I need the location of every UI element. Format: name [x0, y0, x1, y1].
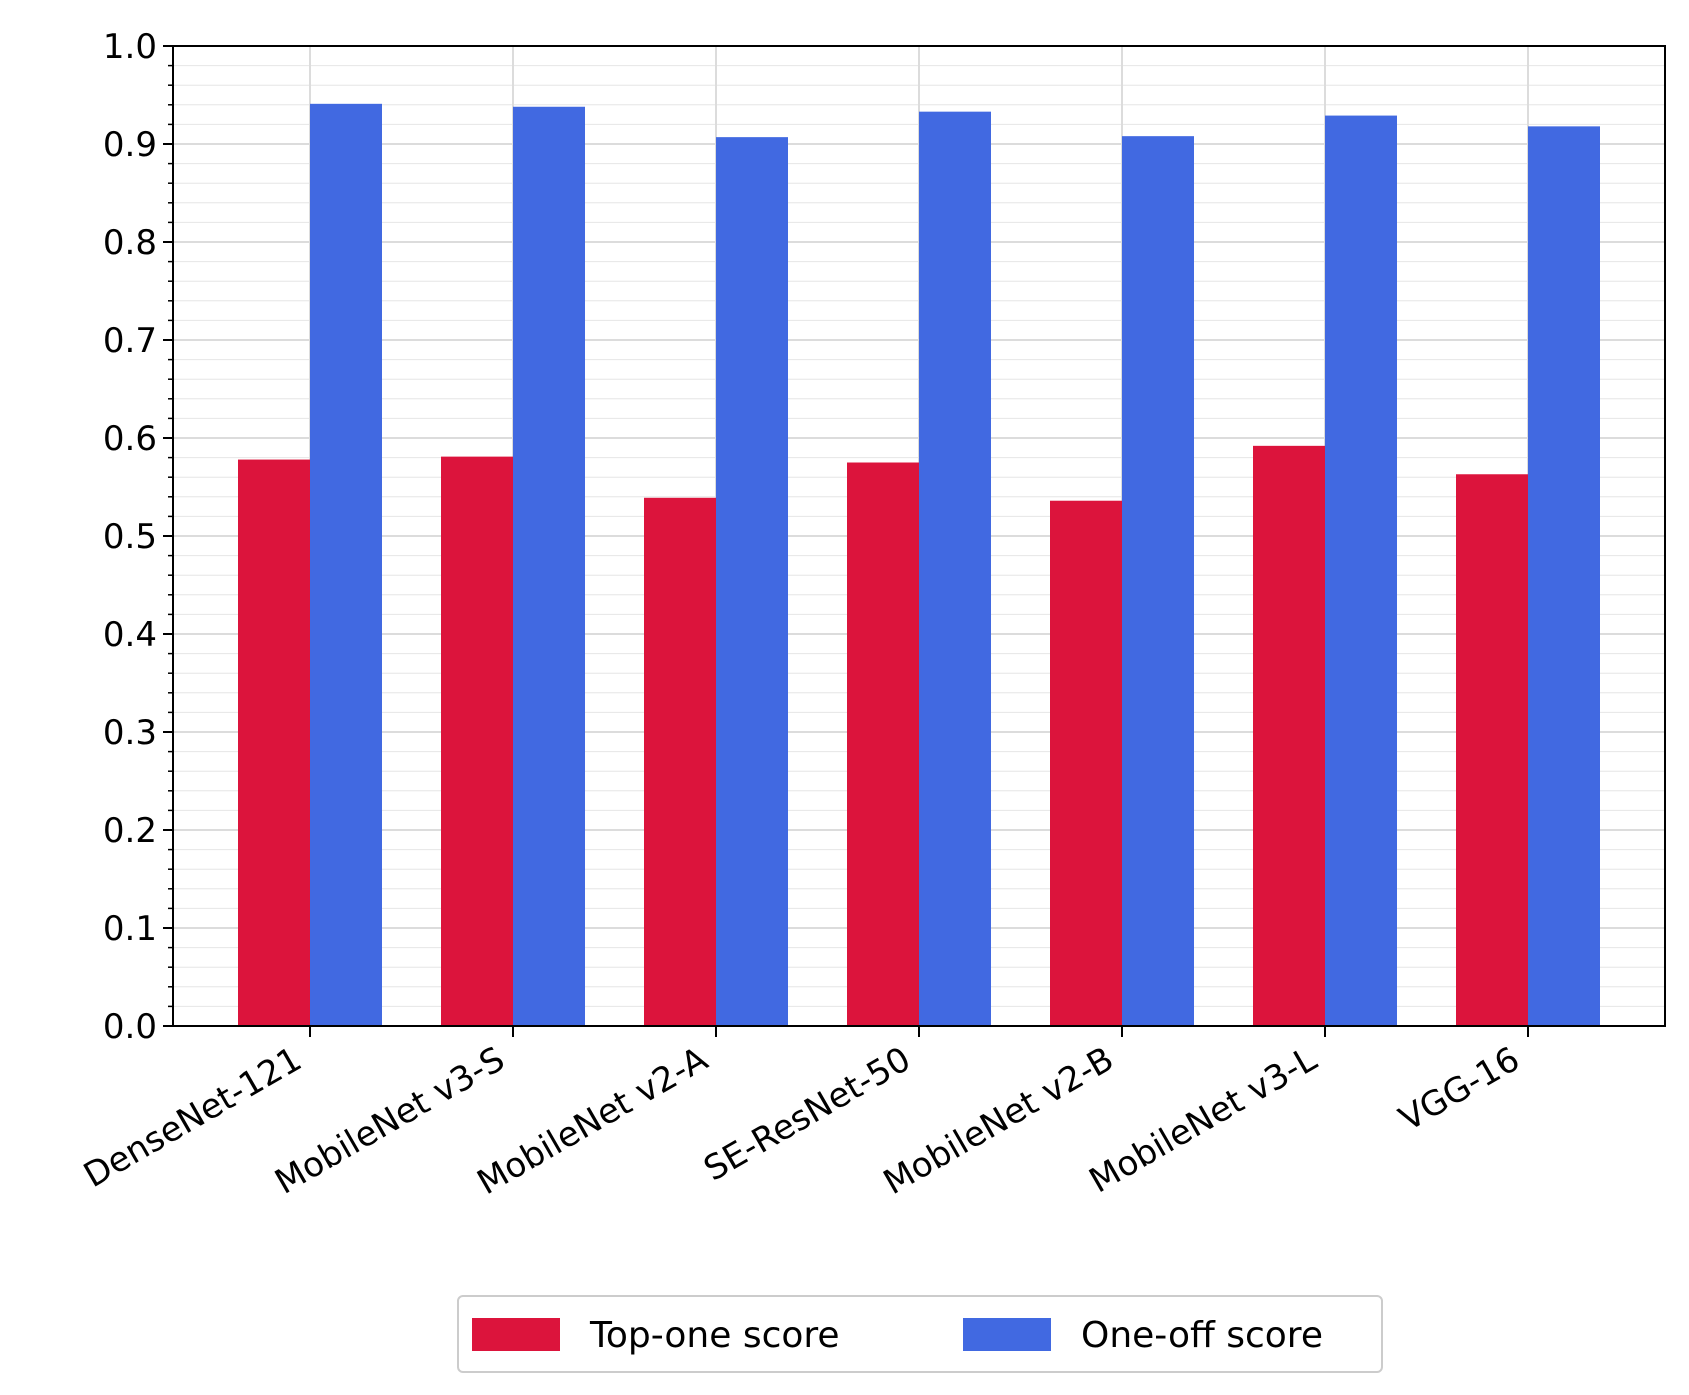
y-tick-label: 0.6: [103, 419, 157, 459]
y-tick-label: 1.0: [103, 27, 157, 67]
bar: [1456, 474, 1528, 1026]
bar: [1325, 115, 1397, 1026]
y-tick-label: 0.3: [103, 713, 157, 753]
bar: [1050, 500, 1122, 1027]
legend: Top-one score One-off score: [457, 1295, 1383, 1373]
y-tick-label: 0.9: [103, 125, 157, 165]
bar: [310, 103, 382, 1026]
y-tick-label: 0.1: [103, 909, 157, 949]
legend-swatch: [963, 1318, 1051, 1351]
legend-swatch: [472, 1318, 560, 1351]
legend-label: Top-one score: [589, 1315, 840, 1356]
legend-label: One-off score: [1081, 1315, 1323, 1356]
y-tick-label: 0.2: [103, 811, 157, 851]
bar: [238, 459, 310, 1026]
legend-frame: [457, 1295, 1383, 1373]
bars: [238, 103, 1600, 1027]
bar: [1122, 136, 1194, 1026]
bar: [847, 462, 919, 1026]
x-tick-label: MobileNet v2-B: [877, 1039, 1121, 1203]
y-axis: 0.0 0.1 0.2 0.3 0.4 0.5 0.6 0.7 0.8 0.9 1.0: [103, 27, 173, 1047]
x-tick-label: MobileNet v3-L: [1083, 1039, 1324, 1201]
bar: [716, 137, 788, 1026]
y-tick-label: 0.4: [103, 615, 157, 655]
bar: [441, 456, 513, 1026]
x-tick-label: MobileNet v2-A: [471, 1039, 715, 1203]
bar: [919, 111, 991, 1026]
bar: [1528, 126, 1600, 1027]
y-tick-label: 0.5: [103, 517, 157, 557]
y-tick-label: 0.0: [103, 1007, 157, 1047]
bar: [1253, 445, 1325, 1027]
y-tick-label: 0.8: [103, 223, 157, 263]
y-tick-label: 0.7: [103, 321, 157, 361]
bar: [513, 106, 585, 1026]
x-tick-label: VGG-16: [1393, 1039, 1527, 1139]
bar: [644, 497, 716, 1026]
